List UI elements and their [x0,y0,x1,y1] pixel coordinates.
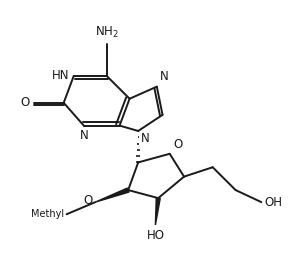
Text: N: N [160,70,168,83]
Text: O: O [21,96,30,109]
Text: Methyl: Methyl [31,209,64,219]
Text: N: N [141,132,150,145]
Text: NH$_2$: NH$_2$ [95,25,119,40]
Text: HN: HN [52,69,69,82]
Text: OH: OH [264,196,282,209]
Text: O: O [173,138,182,151]
Polygon shape [156,198,160,225]
Text: HO: HO [146,229,164,242]
Polygon shape [95,188,129,202]
Text: N: N [79,129,88,142]
Text: O: O [83,194,92,207]
